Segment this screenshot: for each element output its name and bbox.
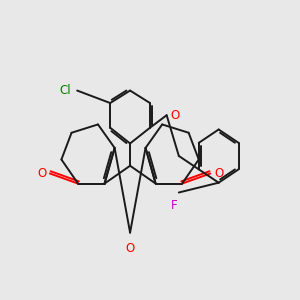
Text: O: O — [37, 167, 46, 180]
Text: O: O — [214, 167, 223, 180]
Text: F: F — [170, 199, 177, 212]
Text: O: O — [171, 109, 180, 122]
Text: O: O — [125, 242, 135, 255]
Text: Cl: Cl — [59, 84, 70, 97]
